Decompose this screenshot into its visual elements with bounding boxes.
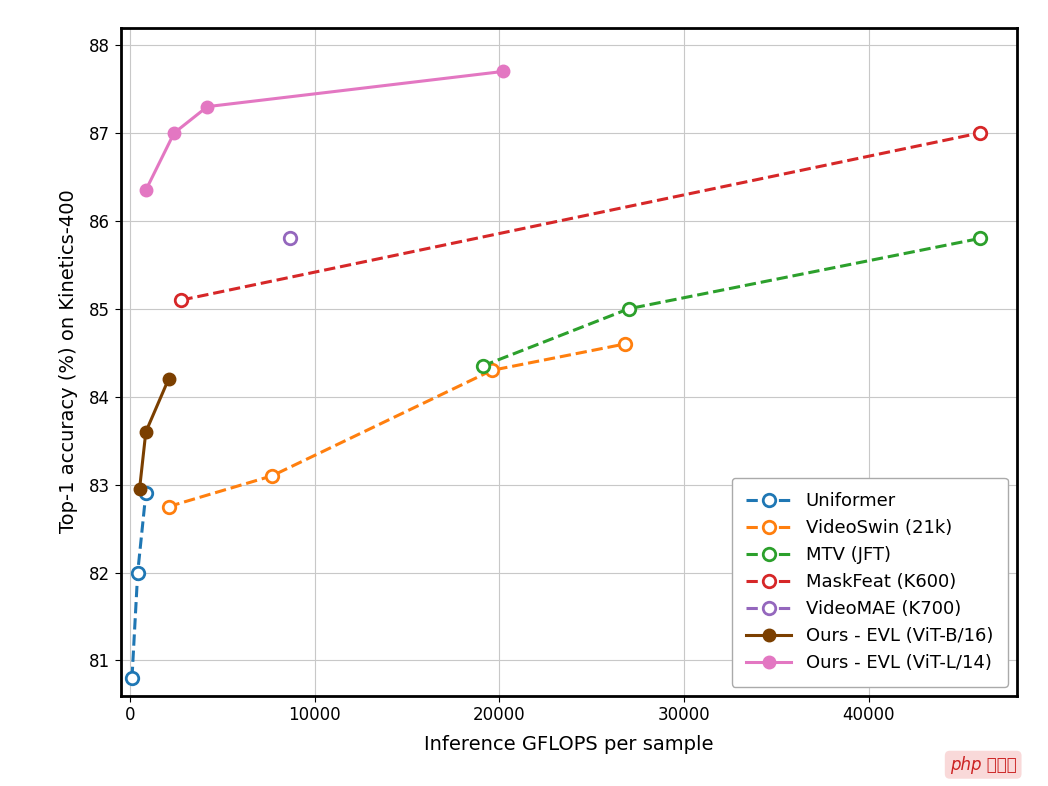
X-axis label: Inference GFLOPS per sample: Inference GFLOPS per sample [423, 735, 714, 754]
Y-axis label: Top-1 accuracy (%) on Kinetics-400: Top-1 accuracy (%) on Kinetics-400 [59, 189, 78, 534]
Text: php 中文网: php 中文网 [949, 756, 1017, 773]
Legend: Uniformer, VideoSwin (21k), MTV (JFT), MaskFeat (K600), VideoMAE (K700), Ours - : Uniformer, VideoSwin (21k), MTV (JFT), M… [732, 478, 1007, 687]
